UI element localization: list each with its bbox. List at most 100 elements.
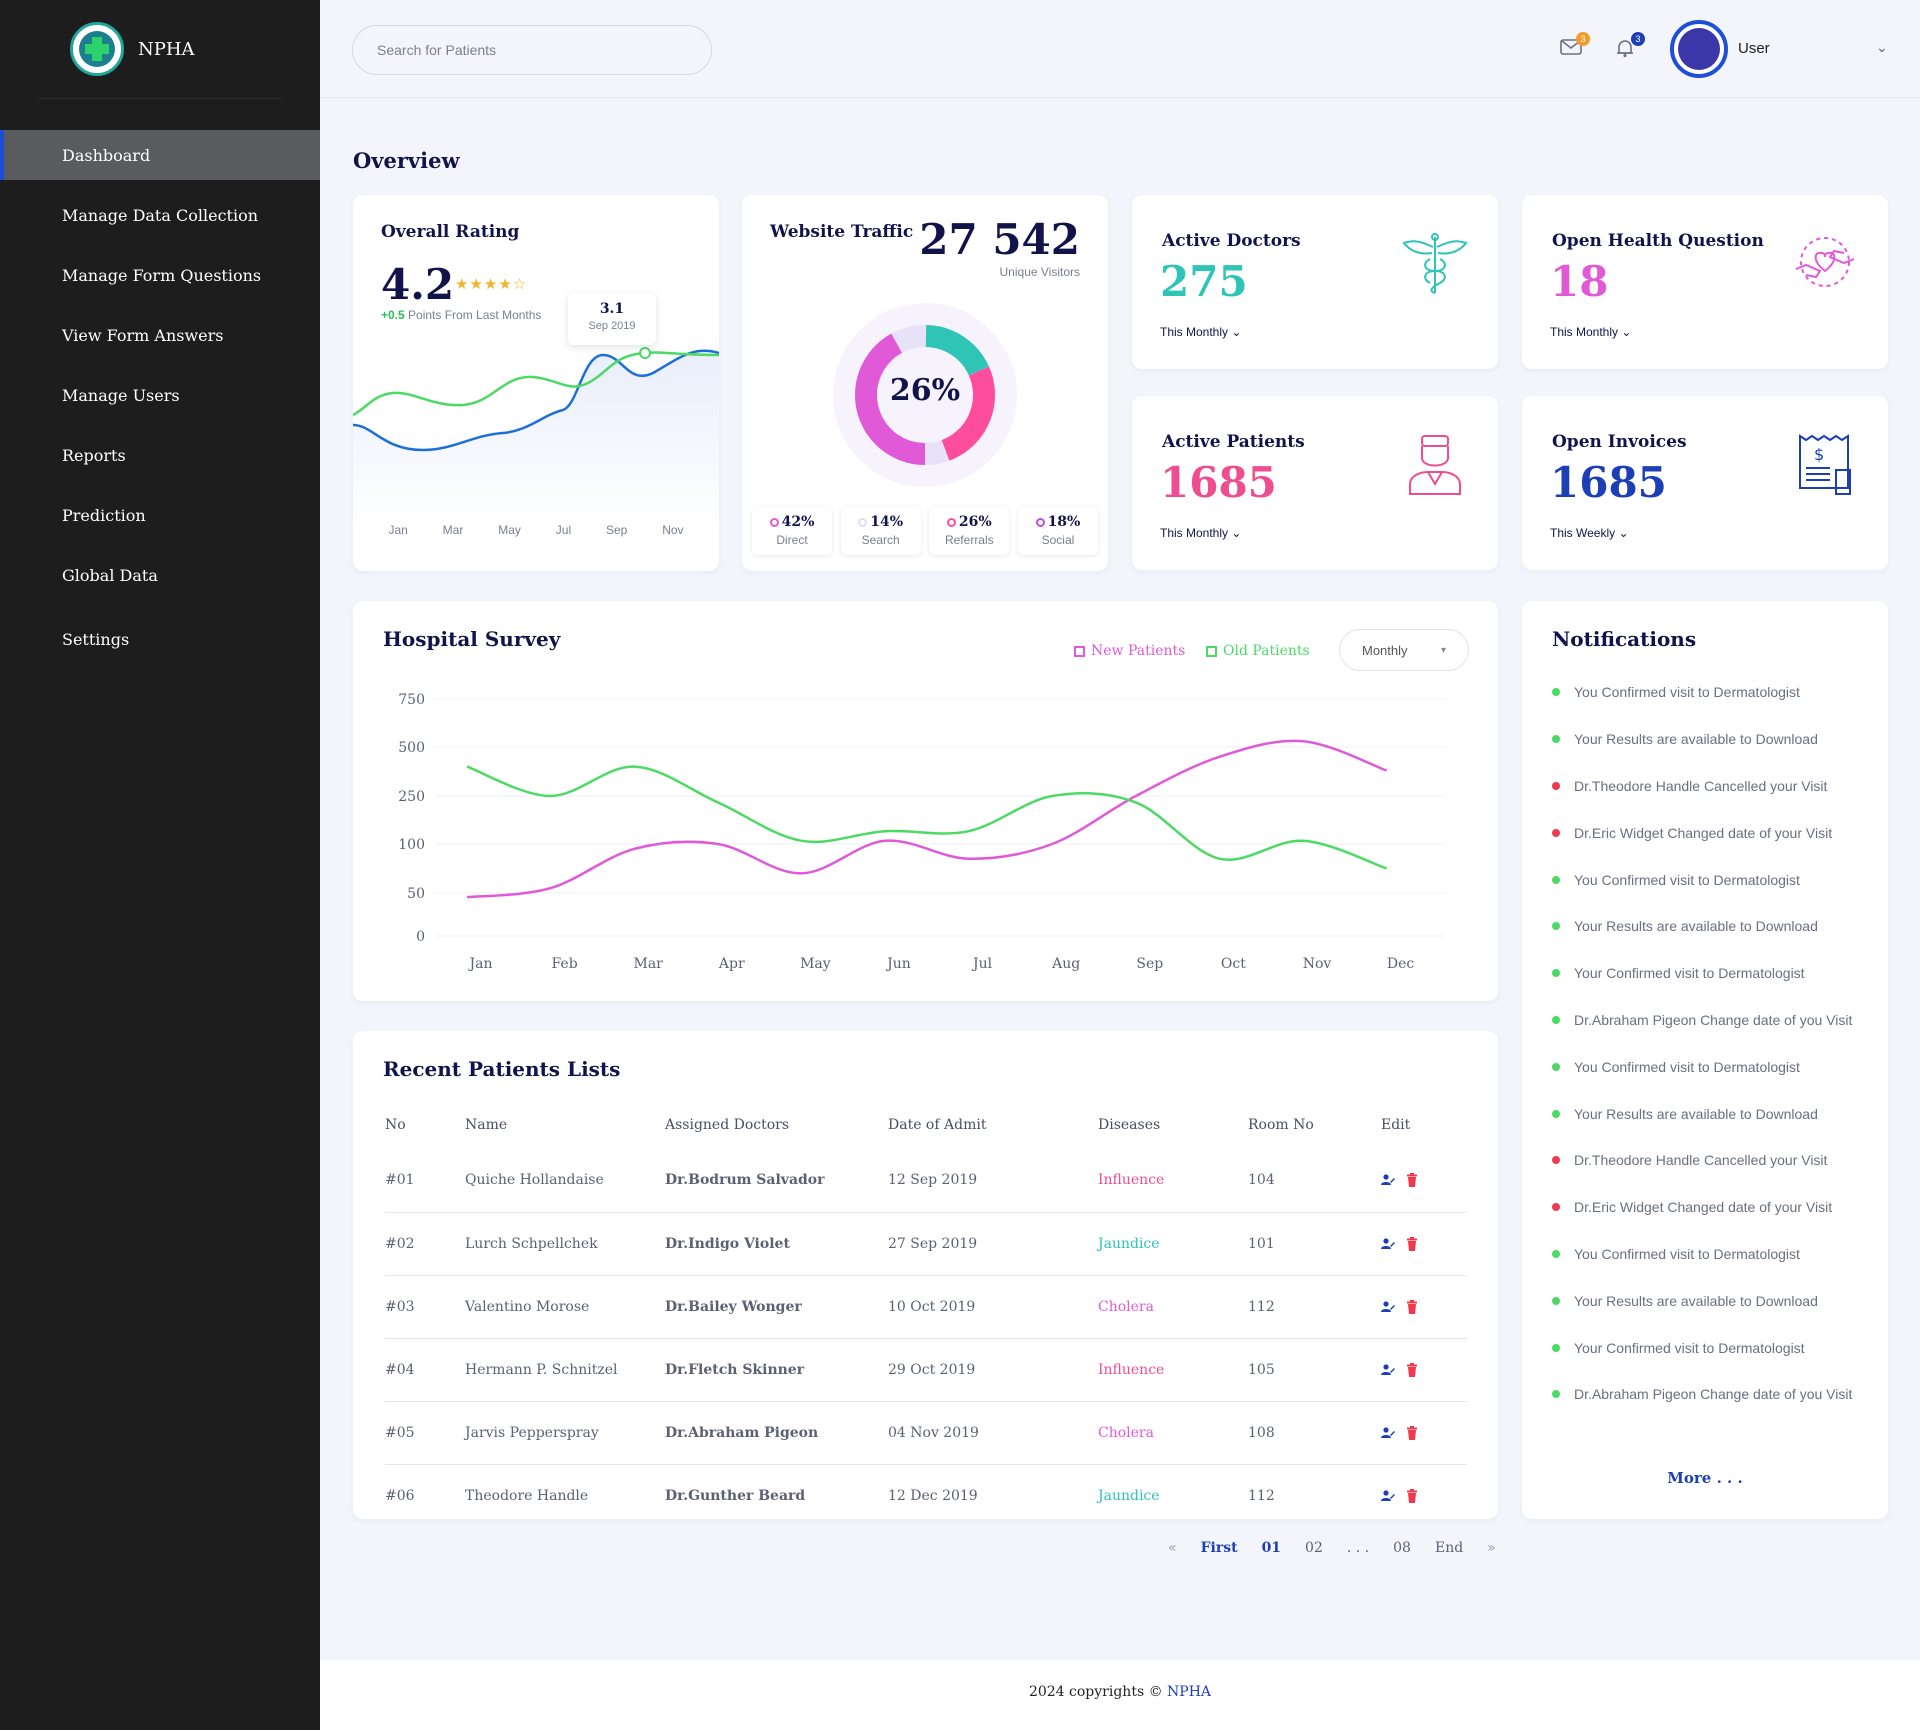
first-page-link[interactable]: First	[1200, 1540, 1238, 1556]
sidebar-nav: Dashboard Manage Data Collection Manage …	[0, 130, 320, 674]
brand[interactable]: NPHA	[70, 22, 195, 76]
sidebar-item-prediction[interactable]: Prediction	[62, 505, 146, 525]
period-dropdown[interactable]: This Monthly ⌄	[1550, 325, 1632, 339]
period-dropdown[interactable]: This Monthly ⌄	[1160, 325, 1242, 339]
edit-user-icon[interactable]	[1381, 1363, 1395, 1377]
table-row[interactable]: #02 Lurch Schpellchek Dr.Indigo Violet 27 S…	[385, 1212, 1467, 1276]
trash-icon[interactable]	[1405, 1173, 1419, 1188]
edit-user-icon[interactable]	[1381, 1237, 1395, 1251]
notification-item[interactable]: Dr.Abraham Pigeon Change date of you Vis…	[1552, 997, 1882, 1044]
patient-icon	[1409, 435, 1461, 495]
notification-item[interactable]: Dr.Eric Widget Changed date of your Visi…	[1552, 1184, 1882, 1231]
table-row[interactable]: #06 Theodore Handle Dr.Gunther Beard 12 Dec…	[385, 1464, 1467, 1527]
cell-doctor[interactable]: Dr.Gunther Beard	[665, 1487, 806, 1504]
column-header[interactable]: Date of Admit	[888, 1117, 987, 1133]
x-tick-label: Nov	[1303, 956, 1332, 972]
edit-user-icon[interactable]	[1381, 1426, 1395, 1440]
notification-item[interactable]: Your Results are available to Download	[1552, 903, 1882, 950]
next-page-icon[interactable]: »	[1487, 1540, 1496, 1556]
page-link-01[interactable]: 01	[1261, 1540, 1282, 1556]
period-dropdown[interactable]: This Weekly ⌄	[1550, 526, 1629, 540]
notification-item[interactable]: Your Confirmed visit to Dermatologist	[1552, 950, 1882, 997]
column-header[interactable]: Name	[465, 1117, 508, 1133]
notification-item[interactable]: Dr.Theodore Handle Cancelled your Visit	[1552, 763, 1882, 810]
notification-item[interactable]: You Confirmed visit to Dermatologist	[1552, 669, 1882, 716]
cell-doctor[interactable]: Dr.Bailey Wonger	[665, 1275, 888, 1339]
table-row[interactable]: #05 Jarvis Pepperspray Dr.Abraham Pigeon 04…	[385, 1401, 1467, 1465]
source-search[interactable]: 14% Search	[840, 507, 921, 555]
trash-icon[interactable]	[1405, 1488, 1419, 1503]
stat-value: 275	[1160, 257, 1248, 306]
status-dot	[1552, 1062, 1560, 1071]
trash-icon[interactable]	[1405, 1299, 1419, 1314]
cell-no: #06	[385, 1487, 415, 1504]
y-tick-label: 100	[398, 837, 425, 853]
notification-item[interactable]: You Confirmed visit to Dermatologist	[1552, 1231, 1882, 1278]
source-referrals[interactable]: 26% Referrals	[929, 507, 1010, 555]
bell-icon[interactable]: 3	[1615, 32, 1645, 60]
avatar[interactable]	[1670, 20, 1728, 78]
source-direct[interactable]: 42% Direct	[752, 507, 832, 555]
notification-item[interactable]: Dr.Abraham Pigeon Change date of you Vis…	[1552, 1371, 1882, 1418]
sidebar-item-view-form-answers[interactable]: View Form Answers	[62, 325, 224, 345]
notification-text: You Confirmed visit to Dermatologist	[1574, 1058, 1800, 1075]
sidebar-item-global-data[interactable]: Global Data	[62, 565, 158, 585]
cell-doctor[interactable]: Dr.Abraham Pigeon	[665, 1401, 888, 1465]
cell-doctor[interactable]: Dr.Indigo Violet	[665, 1212, 888, 1276]
page-link-02[interactable]: 02	[1305, 1540, 1323, 1556]
sidebar-item-manage-users[interactable]: Manage Users	[62, 385, 180, 405]
user-name[interactable]: User	[1738, 40, 1770, 57]
table-row[interactable]: #01 Quiche Hollandaise Dr.Bodrum Salvador 1…	[385, 1149, 1467, 1213]
sidebar-item-settings[interactable]: Settings	[62, 629, 130, 649]
pagination: « First 01 02 . . . 08 End »	[1168, 1540, 1520, 1556]
notification-item[interactable]: You Confirmed visit to Dermatologist	[1552, 856, 1882, 903]
table-header-row: No Name Assigned Doctors Date of Admit D…	[385, 1101, 1467, 1149]
page-link-08[interactable]: 08	[1393, 1540, 1411, 1556]
period-select[interactable]: Monthly ▾	[1339, 629, 1469, 671]
notification-item[interactable]: Your Results are available to Download	[1552, 1277, 1882, 1324]
column-header[interactable]: Room No	[1248, 1117, 1314, 1133]
source-social[interactable]: 18% Social	[1017, 507, 1098, 555]
notification-item[interactable]: Your Results are available to Download	[1552, 716, 1882, 763]
column-header[interactable]: No	[385, 1117, 406, 1133]
sidebar-item-manage-form-questions[interactable]: Manage Form Questions	[62, 265, 262, 285]
x-tick-label: Feb	[551, 956, 577, 972]
footer-brand-link[interactable]: NPHA	[1167, 1684, 1212, 1700]
search-input[interactable]	[352, 25, 712, 75]
column-header[interactable]: Assigned Doctors	[665, 1117, 790, 1133]
x-tick-label: Jan	[468, 956, 493, 972]
caduceus-icon	[1402, 233, 1468, 294]
table-row[interactable]: #04 Hermann P. Schnitzel Dr.Fletch Skinner…	[385, 1338, 1467, 1402]
cell-doctor[interactable]: Dr.Fletch Skinner	[665, 1338, 888, 1402]
mail-icon[interactable]: 3	[1560, 32, 1590, 60]
edit-user-icon[interactable]	[1381, 1489, 1395, 1503]
sidebar-item-reports[interactable]: Reports	[62, 445, 126, 465]
notification-item[interactable]: You Confirmed visit to Dermatologist	[1552, 1043, 1882, 1090]
sidebar-item-manage-data-collection[interactable]: Manage Data Collection	[62, 205, 259, 225]
trash-icon[interactable]	[1405, 1236, 1419, 1251]
period-dropdown[interactable]: This Monthly ⌄	[1160, 526, 1242, 540]
sidebar-item-dashboard[interactable]: Dashboard	[0, 130, 320, 180]
legend-old-patients[interactable]: Old Patients	[1206, 643, 1310, 659]
notification-item[interactable]: Your Confirmed visit to Dermatologist	[1552, 1324, 1882, 1371]
traffic-title: Website Traffic	[770, 222, 914, 242]
table-row[interactable]: #03 Valentino Morose Dr.Bailey Wonger 10 Oc…	[385, 1275, 1467, 1339]
edit-user-icon[interactable]	[1381, 1300, 1395, 1314]
notification-item[interactable]: Dr.Theodore Handle Cancelled your Visit	[1552, 1137, 1882, 1184]
chevron-down-icon[interactable]: ⌄	[1876, 40, 1888, 56]
notification-item[interactable]: Your Results are available to Download	[1552, 1090, 1882, 1137]
prev-page-icon[interactable]: «	[1168, 1540, 1177, 1556]
cell-doctor[interactable]: Dr.Bodrum Salvador	[665, 1149, 888, 1213]
open-invoices-card: Open Invoices 1685 This Weekly ⌄ $	[1522, 396, 1888, 570]
legend-new-patients[interactable]: New Patients	[1074, 643, 1185, 659]
trash-icon[interactable]	[1405, 1362, 1419, 1377]
patients-table: No Name Assigned Doctors Date of Admit D…	[385, 1101, 1467, 1527]
status-dot	[1552, 781, 1560, 790]
edit-user-icon[interactable]	[1381, 1173, 1395, 1187]
end-page-link[interactable]: End	[1434, 1540, 1464, 1556]
notification-item[interactable]: Dr.Eric Widget Changed date of your Visi…	[1552, 809, 1882, 856]
more-link[interactable]: More . . .	[1667, 1469, 1743, 1487]
column-header[interactable]: Diseases	[1098, 1117, 1161, 1133]
trash-icon[interactable]	[1405, 1425, 1419, 1440]
x-tick-label: Apr	[718, 956, 745, 972]
